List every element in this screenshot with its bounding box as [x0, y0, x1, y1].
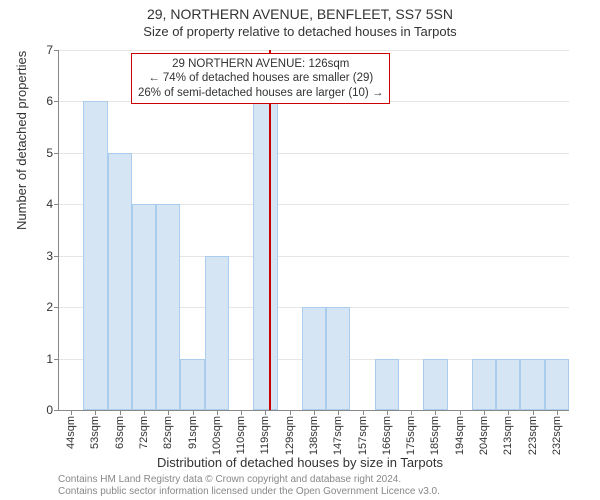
x-tick-mark [241, 410, 242, 415]
x-tick-label: 63sqm [114, 416, 126, 449]
y-tick-mark [54, 204, 59, 205]
x-tick-mark [314, 410, 315, 415]
x-tick-mark [338, 410, 339, 415]
histogram-bar [132, 204, 156, 410]
y-tick-mark [54, 50, 59, 51]
footer: Contains HM Land Registry data © Crown c… [58, 474, 440, 498]
x-tick-label: 138sqm [308, 416, 320, 455]
y-tick-label: 2 [46, 300, 53, 314]
x-tick-label: 72sqm [138, 416, 150, 449]
x-tick-mark [290, 410, 291, 415]
histogram-bar [253, 101, 277, 410]
footer-line-2: Contains public sector information licen… [58, 486, 440, 498]
x-tick-label: 223sqm [527, 416, 539, 455]
x-tick-mark [168, 410, 169, 415]
y-tick-mark [54, 307, 59, 308]
histogram-bar [205, 256, 229, 410]
x-tick-label: 157sqm [357, 416, 369, 455]
y-tick-mark [54, 410, 59, 411]
x-tick-mark [71, 410, 72, 415]
x-tick-mark [411, 410, 412, 415]
annotation-line: 29 NORTHERN AVENUE: 126sqm [138, 57, 383, 71]
histogram-bar [83, 101, 107, 410]
x-tick-mark [144, 410, 145, 415]
y-tick-label: 1 [46, 352, 53, 366]
x-tick-label: 129sqm [284, 416, 296, 455]
histogram-bar [180, 359, 204, 410]
x-tick-mark [460, 410, 461, 415]
plot-region: 0123456744sqm53sqm63sqm72sqm82sqm91sqm10… [58, 50, 569, 411]
annotation-box: 29 NORTHERN AVENUE: 126sqm← 74% of detac… [131, 53, 390, 104]
y-tick-label: 4 [46, 197, 53, 211]
x-tick-mark [533, 410, 534, 415]
y-tick-label: 7 [46, 43, 53, 57]
chart-container: 29, NORTHERN AVENUE, BENFLEET, SS7 5SN S… [0, 0, 600, 500]
x-tick-label: 44sqm [65, 416, 77, 449]
y-tick-mark [54, 256, 59, 257]
gridline [59, 153, 569, 154]
x-tick-mark [265, 410, 266, 415]
histogram-bar [302, 307, 326, 410]
y-axis-label: Number of detached properties [14, 51, 29, 230]
x-tick-label: 194sqm [454, 416, 466, 455]
x-tick-label: 166sqm [381, 416, 393, 455]
x-tick-label: 82sqm [162, 416, 174, 449]
x-tick-mark [363, 410, 364, 415]
x-tick-mark [557, 410, 558, 415]
x-tick-label: 232sqm [551, 416, 563, 455]
histogram-bar [545, 359, 569, 410]
histogram-bar [326, 307, 350, 410]
x-tick-label: 91sqm [187, 416, 199, 449]
x-tick-label: 119sqm [259, 416, 271, 454]
x-tick-label: 110sqm [235, 416, 247, 454]
x-tick-label: 175sqm [405, 416, 417, 455]
y-tick-mark [54, 359, 59, 360]
x-tick-mark [95, 410, 96, 415]
histogram-bar [520, 359, 544, 410]
x-tick-mark [435, 410, 436, 415]
x-tick-mark [217, 410, 218, 415]
gridline [59, 50, 569, 51]
histogram-bar [156, 204, 180, 410]
chart-area: 0123456744sqm53sqm63sqm72sqm82sqm91sqm10… [58, 50, 568, 410]
x-tick-label: 185sqm [429, 416, 441, 455]
histogram-bar [472, 359, 496, 410]
annotation-line: ← 74% of detached houses are smaller (29… [138, 71, 383, 85]
histogram-bar [108, 153, 132, 410]
x-tick-mark [387, 410, 388, 415]
annotation-line: 26% of semi-detached houses are larger (… [138, 86, 383, 100]
x-tick-label: 53sqm [89, 416, 101, 449]
y-tick-label: 3 [46, 249, 53, 263]
x-tick-mark [508, 410, 509, 415]
page-subtitle: Size of property relative to detached ho… [0, 22, 600, 39]
x-tick-label: 147sqm [332, 416, 344, 455]
x-tick-label: 100sqm [211, 416, 223, 455]
histogram-bar [375, 359, 399, 410]
x-tick-mark [193, 410, 194, 415]
y-tick-mark [54, 101, 59, 102]
x-tick-label: 204sqm [478, 416, 490, 455]
footer-line-1: Contains HM Land Registry data © Crown c… [58, 474, 440, 486]
page-title: 29, NORTHERN AVENUE, BENFLEET, SS7 5SN [0, 0, 600, 22]
y-tick-mark [54, 153, 59, 154]
histogram-bar [496, 359, 520, 410]
histogram-bar [423, 359, 447, 410]
x-tick-mark [484, 410, 485, 415]
y-tick-label: 0 [46, 403, 53, 417]
x-tick-mark [120, 410, 121, 415]
y-tick-label: 5 [46, 146, 53, 160]
x-axis-label: Distribution of detached houses by size … [0, 455, 600, 470]
y-tick-label: 6 [46, 94, 53, 108]
x-tick-label: 213sqm [502, 416, 514, 455]
